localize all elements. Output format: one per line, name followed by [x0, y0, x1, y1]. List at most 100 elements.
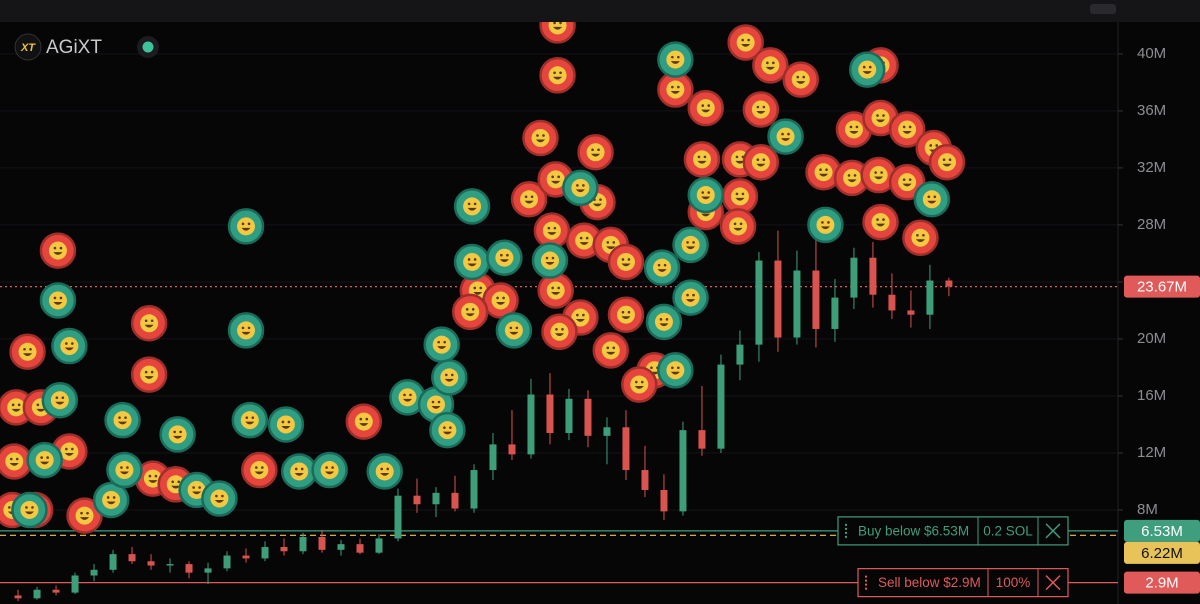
emoji-eye: [762, 105, 766, 109]
emoji-eye: [553, 226, 557, 230]
emoji-face: [630, 375, 649, 394]
emoji-eye: [827, 221, 830, 224]
emoji-mouth: [735, 160, 745, 164]
emoji-eye: [509, 326, 513, 330]
emoji-eye: [640, 380, 644, 384]
candle-body: [698, 430, 706, 449]
emoji-mouth: [325, 471, 335, 475]
order-box: [837, 516, 1069, 546]
emoji-eye: [65, 342, 68, 345]
emoji-mouth: [64, 347, 74, 351]
candle-body: [147, 561, 155, 566]
emoji-eye: [449, 426, 452, 429]
candle-body: [223, 555, 231, 569]
emoji-face: [575, 231, 594, 250]
candle-body: [508, 444, 516, 455]
emoji-eye: [701, 104, 705, 107]
emoji-eye: [922, 233, 925, 237]
emoji-mouth: [402, 398, 412, 402]
emoji-eye: [112, 496, 116, 499]
emoji-face: [440, 368, 459, 387]
emoji-face: [791, 70, 810, 89]
emoji-mouth: [591, 153, 601, 157]
emoji-face: [210, 489, 229, 508]
cancel-stroke: [1045, 523, 1061, 539]
emoji-eye: [787, 132, 790, 136]
emoji-eye: [781, 132, 784, 136]
emoji-eye: [444, 373, 448, 377]
emoji-eye: [692, 293, 695, 297]
emoji-eye: [663, 263, 667, 267]
emoji-eye: [325, 466, 328, 469]
emoji-eye: [553, 71, 556, 75]
candle-body: [527, 394, 535, 455]
emoji-eye: [612, 346, 616, 350]
emoji-mouth: [575, 189, 585, 193]
toolbar-icon[interactable]: [1090, 4, 1116, 14]
emoji-eye: [576, 313, 579, 317]
emoji-eye: [735, 192, 739, 196]
emoji-mouth: [214, 500, 224, 503]
candle-body: [33, 589, 41, 599]
emoji-eye: [929, 144, 933, 147]
emoji-mouth: [473, 291, 483, 295]
emoji-eye: [247, 222, 251, 226]
emoji-eye: [686, 241, 689, 244]
candle-body: [622, 427, 630, 471]
emoji-mouth: [465, 313, 475, 317]
emoji-eye: [294, 467, 298, 471]
emoji-face: [844, 120, 863, 139]
emoji-mouth: [553, 26, 563, 30]
emoji-face: [548, 66, 567, 85]
order-cancel[interactable]: [1045, 575, 1061, 591]
emoji-mouth: [634, 386, 644, 389]
emoji-mouth: [106, 501, 116, 505]
candle-body: [375, 538, 383, 553]
emoji-eye: [621, 258, 625, 261]
emoji-face: [681, 235, 700, 254]
emoji-eye: [124, 416, 127, 419]
emoji-eye: [443, 340, 446, 344]
emoji-eye: [599, 198, 602, 201]
price-label: 23.67M: [1137, 279, 1187, 296]
emoji-eye: [621, 310, 625, 314]
emoji-eye: [733, 222, 737, 226]
emoji-face: [751, 100, 770, 119]
cancel-stroke: [1045, 575, 1061, 591]
emoji-mouth: [444, 378, 454, 382]
emoji-eye: [479, 286, 483, 290]
emoji-eye: [80, 511, 83, 515]
order-cancel[interactable]: [1045, 523, 1061, 539]
emoji-mouth: [23, 353, 33, 357]
candle-body: [945, 280, 953, 287]
emoji-face: [858, 60, 877, 79]
chart-title: AGiXT: [46, 37, 102, 58]
emoji-mouth: [849, 130, 859, 134]
emoji-face: [240, 411, 259, 430]
emoji-face: [7, 398, 26, 417]
emoji-eye: [876, 114, 879, 117]
emoji-face: [290, 462, 309, 481]
emoji-face: [546, 281, 565, 300]
candle-body: [926, 280, 934, 315]
emoji-eye: [261, 466, 264, 469]
emoji-mouth: [545, 262, 555, 265]
emoji-face: [113, 411, 132, 430]
emoji-mouth: [686, 246, 696, 250]
emoji-face: [736, 33, 755, 52]
emoji-eye: [553, 22, 556, 25]
candle-body: [489, 444, 497, 471]
candle-body: [90, 569, 98, 576]
emoji-eye: [701, 191, 705, 194]
emoji-eye: [739, 222, 743, 226]
emoji-mouth: [9, 462, 19, 466]
emoji-mouth: [53, 301, 63, 305]
emoji-mouth: [756, 163, 766, 167]
header: XT AGiXT: [14, 33, 159, 61]
emoji-face: [491, 291, 510, 310]
emoji-eye: [467, 202, 471, 206]
emoji-eye: [551, 256, 555, 260]
emoji-face: [911, 228, 930, 247]
candle-body: [812, 270, 820, 329]
candle-body: [166, 564, 174, 566]
